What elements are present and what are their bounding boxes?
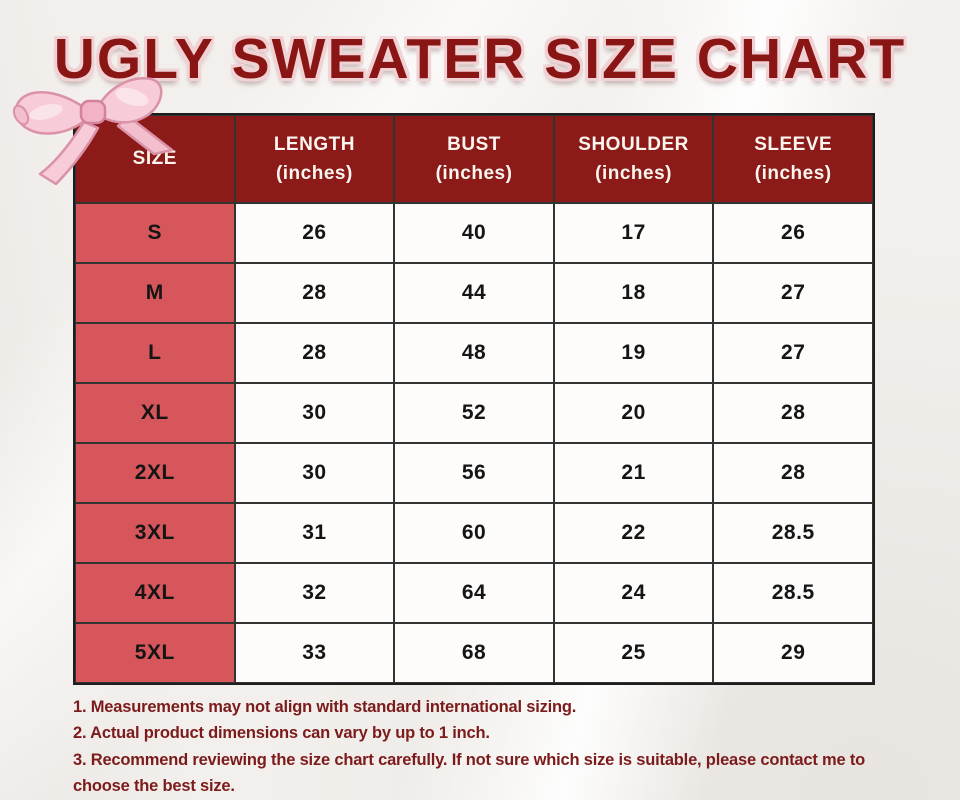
note-line: 1. Measurements may not align with stand…: [73, 698, 577, 716]
measurement-cell: 26: [713, 203, 873, 263]
size-chart-table: SIZE LENGTH (inches) BUST (inches) SHOULDER (i…: [73, 113, 875, 685]
ribbon-bow-icon: [12, 77, 174, 186]
size-label-cell: 3XL: [75, 503, 235, 563]
measurement-cell: 28: [713, 383, 873, 443]
header-cell-length: LENGTH (inches): [234, 115, 395, 203]
measurement-cell: 52: [394, 383, 554, 443]
size-label-cell: L: [75, 323, 235, 383]
measurement-cell: 24: [553, 563, 714, 623]
measurement-cell: 60: [394, 503, 554, 563]
header-cell-shoulder: SHOULDER (inches): [553, 115, 714, 203]
header-cell-sleeve: SLEEVE (inches): [713, 115, 873, 203]
note-line: 2. Actual product dimensions can vary by…: [73, 724, 490, 743]
header-cell-bust: BUST (inches): [394, 115, 554, 203]
page-title: UGLY SWEATER SIZE CHART: [53, 27, 907, 91]
measurement-cell: 32: [234, 563, 395, 623]
measurement-cell: 28: [234, 323, 395, 383]
measurement-cell: 40: [394, 203, 554, 263]
size-label-cell: M: [75, 263, 235, 323]
size-label-cell: 2XL: [75, 443, 235, 503]
measurement-cell: 28.5: [713, 563, 873, 623]
measurement-cell: 18: [553, 263, 714, 323]
measurement-cell: 56: [394, 443, 554, 503]
measurement-cell: 17: [553, 203, 714, 263]
measurement-cell: 28: [713, 443, 873, 503]
size-label-cell: 5XL: [75, 623, 235, 683]
size-label-cell: XL: [75, 383, 235, 443]
measurement-cell: 48: [394, 323, 554, 383]
measurement-cell: 26: [234, 203, 395, 263]
measurement-cell: 20: [553, 383, 714, 443]
measurement-cell: 28.5: [713, 503, 873, 563]
measurement-cell: 21: [553, 443, 714, 503]
measurement-cell: 68: [394, 623, 554, 683]
measurement-cell: 28: [234, 263, 395, 323]
measurement-cell: 64: [394, 563, 554, 623]
measurement-cell: 31: [234, 503, 395, 563]
measurement-cell: 22: [553, 503, 714, 563]
size-label-cell: S: [75, 203, 235, 263]
measurement-cell: 30: [234, 383, 395, 443]
measurement-cell: 44: [394, 263, 554, 323]
measurement-cell: 19: [553, 323, 714, 383]
measurement-cell: 27: [713, 263, 873, 323]
measurement-cell: 27: [713, 323, 873, 383]
notes: 1. Measurements may not align with stand…: [73, 694, 919, 800]
measurement-cell: 25: [553, 623, 714, 683]
size-label-cell: 4XL: [75, 563, 235, 623]
measurement-cell: 30: [234, 443, 395, 503]
note-line: 3. Recommend reviewing the size chart ca…: [73, 750, 866, 796]
measurement-cell: 29: [713, 623, 873, 683]
measurement-cell: 33: [234, 623, 395, 683]
